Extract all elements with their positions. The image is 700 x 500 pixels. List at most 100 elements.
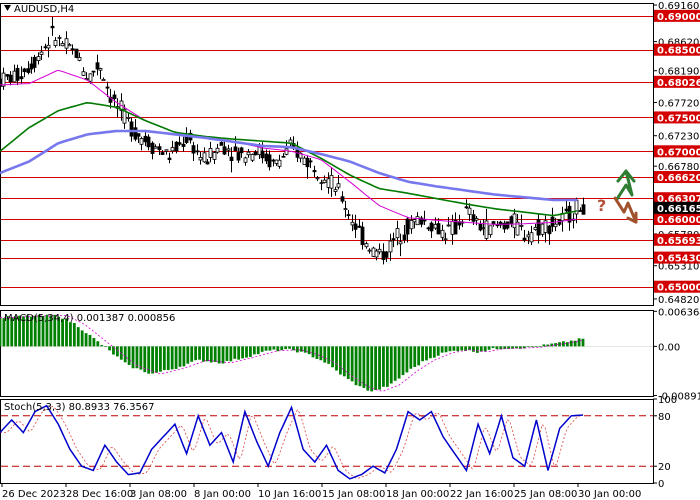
arrow-down-icon <box>613 196 638 224</box>
macd-bar <box>280 346 284 351</box>
macd-bar <box>370 346 374 392</box>
moving-average-line <box>0 69 578 225</box>
candle-body <box>581 204 586 215</box>
candle-body <box>315 177 320 180</box>
candle-body <box>205 161 210 165</box>
macd-bar <box>546 344 550 347</box>
macd-bar <box>292 346 295 351</box>
candle-body <box>250 154 255 161</box>
level-tag <box>654 213 700 226</box>
candle-body <box>336 183 341 188</box>
candle-body <box>39 51 44 55</box>
macd-bar <box>456 346 460 352</box>
candle-body <box>167 157 172 160</box>
candle-body <box>36 56 41 61</box>
macd-bar <box>425 346 428 361</box>
candle-body <box>74 48 79 58</box>
candle-body <box>284 148 289 155</box>
macd-bar <box>429 346 432 359</box>
level-tag-label: 0.69000 <box>657 12 700 23</box>
candle-body <box>64 38 69 49</box>
candle-body <box>22 68 27 73</box>
macd-bar <box>131 346 135 369</box>
candle-body <box>164 149 169 152</box>
macd-bar <box>37 314 41 347</box>
candle-body <box>578 210 583 212</box>
macd-bar <box>229 346 233 362</box>
stochastic-panel: 100 80 20 0 Stoch(5,3,3) 80.8933 76.3567 <box>0 395 677 490</box>
level-tag-label: 0.65430 <box>657 254 700 265</box>
y-tick-label: 0.00 <box>658 342 680 353</box>
candle-body <box>312 170 317 173</box>
level-tag <box>654 43 700 56</box>
macd-bar <box>295 346 299 353</box>
level-tag <box>654 145 700 158</box>
candle-body <box>50 25 55 29</box>
macd-bar <box>530 346 534 348</box>
candle-body <box>398 241 403 245</box>
macd-bar <box>554 343 558 347</box>
macd-bar <box>205 346 209 362</box>
candle-body <box>122 108 127 124</box>
macd-bar <box>256 346 260 355</box>
candle-body <box>522 237 527 241</box>
macd-bar <box>479 346 483 352</box>
macd-bar <box>522 346 526 349</box>
macd-bar <box>507 346 511 350</box>
macd-bar <box>558 342 561 347</box>
macd-bar <box>385 346 389 387</box>
macd-bar <box>213 346 217 362</box>
candle-body <box>329 174 334 189</box>
macd-bar <box>170 346 174 370</box>
candle-body <box>215 147 220 153</box>
candle-body <box>146 136 151 148</box>
current-price-label: 0.66165 <box>657 204 700 215</box>
macd-bar <box>190 346 194 362</box>
candle-body <box>391 238 396 241</box>
candle-body <box>484 220 489 239</box>
macd-bar <box>147 346 151 374</box>
candle-body <box>88 73 93 82</box>
candle-body <box>526 234 531 238</box>
macd-bar <box>495 346 499 350</box>
macd-bar <box>174 346 178 369</box>
candle-body <box>415 216 420 226</box>
candle-body <box>57 36 62 39</box>
candle-body <box>101 78 106 82</box>
candle-body <box>509 216 514 224</box>
candle-body <box>433 224 438 229</box>
level-tag <box>654 171 700 184</box>
chart-title: AUDUSD,H4 <box>14 4 74 15</box>
level-tag-label: 0.66307 <box>657 194 700 205</box>
macd-bar <box>346 346 350 380</box>
panel-frame <box>0 310 654 397</box>
macd-bar <box>413 346 417 367</box>
macd-bar <box>518 346 522 349</box>
y-tick-label: -0.008918 <box>658 392 700 403</box>
macd-bar <box>475 346 479 353</box>
macd-bar <box>358 346 362 387</box>
macd-bar <box>581 338 585 347</box>
candle-body <box>367 249 372 252</box>
candle-body <box>450 221 455 235</box>
level-tag-label: 0.65000 <box>657 283 700 294</box>
candle-body <box>26 68 31 73</box>
macd-bar <box>57 316 61 347</box>
y-tick-label: 0.67720 <box>658 99 699 110</box>
macd-bar <box>460 346 464 351</box>
candle-body <box>8 74 13 83</box>
candle-body <box>1 72 6 87</box>
candle-body <box>12 70 17 83</box>
candle-body <box>446 224 451 227</box>
candle-body <box>226 148 231 151</box>
macd-bar <box>440 346 444 353</box>
candle-body <box>371 247 376 257</box>
candle-body <box>53 40 58 46</box>
macd-bar <box>569 340 573 347</box>
level-tag-label: 0.65693 <box>657 236 700 247</box>
y-tick-label: 0.69160 <box>658 1 699 12</box>
macd-bar <box>409 346 413 369</box>
y-tick-label: 0.68620 <box>658 38 699 49</box>
macd-bar <box>252 346 256 355</box>
candle-body <box>429 222 434 232</box>
